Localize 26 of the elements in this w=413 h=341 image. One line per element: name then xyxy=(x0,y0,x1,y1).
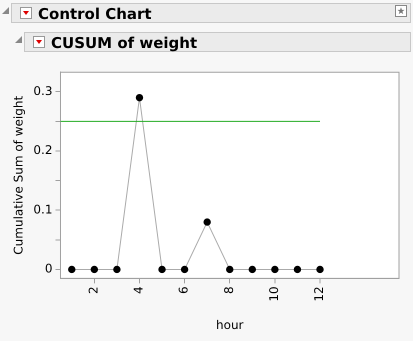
point xyxy=(316,266,324,274)
point xyxy=(90,266,98,274)
x-tick-label: 4 xyxy=(132,286,146,294)
x-tick-label: 12 xyxy=(312,286,326,302)
y-axis-title: Cumulative Sum of weight xyxy=(11,96,26,255)
y-tick-label: 0.1 xyxy=(33,202,52,216)
point xyxy=(113,266,121,274)
point xyxy=(136,94,144,102)
x-tick-label: 10 xyxy=(267,286,281,302)
x-tick-label: 8 xyxy=(222,286,236,294)
point xyxy=(180,266,188,274)
point xyxy=(294,266,302,274)
chart-subtitle: CUSUM of weight xyxy=(51,33,198,53)
point xyxy=(68,266,76,274)
point xyxy=(248,266,256,274)
chart-title: Control Chart xyxy=(38,4,152,24)
point xyxy=(226,266,234,274)
y-tick-label: 0.3 xyxy=(33,84,52,98)
x-tick-label: 2 xyxy=(86,286,100,294)
point xyxy=(271,266,279,274)
x-axis-title: hour xyxy=(216,318,244,332)
x-tick-label: 6 xyxy=(176,286,191,294)
y-tick-label: 0.2 xyxy=(33,143,52,158)
y-tick-label: 0 xyxy=(44,262,52,276)
point xyxy=(158,266,166,274)
point xyxy=(203,218,211,226)
